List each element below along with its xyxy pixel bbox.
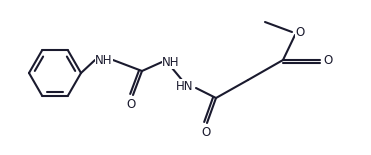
Text: HN: HN xyxy=(176,80,194,93)
Text: NH: NH xyxy=(95,53,113,66)
Text: O: O xyxy=(295,27,305,40)
Text: O: O xyxy=(201,126,211,139)
Text: O: O xyxy=(324,53,333,66)
Text: O: O xyxy=(127,97,136,111)
Text: NH: NH xyxy=(162,55,180,69)
